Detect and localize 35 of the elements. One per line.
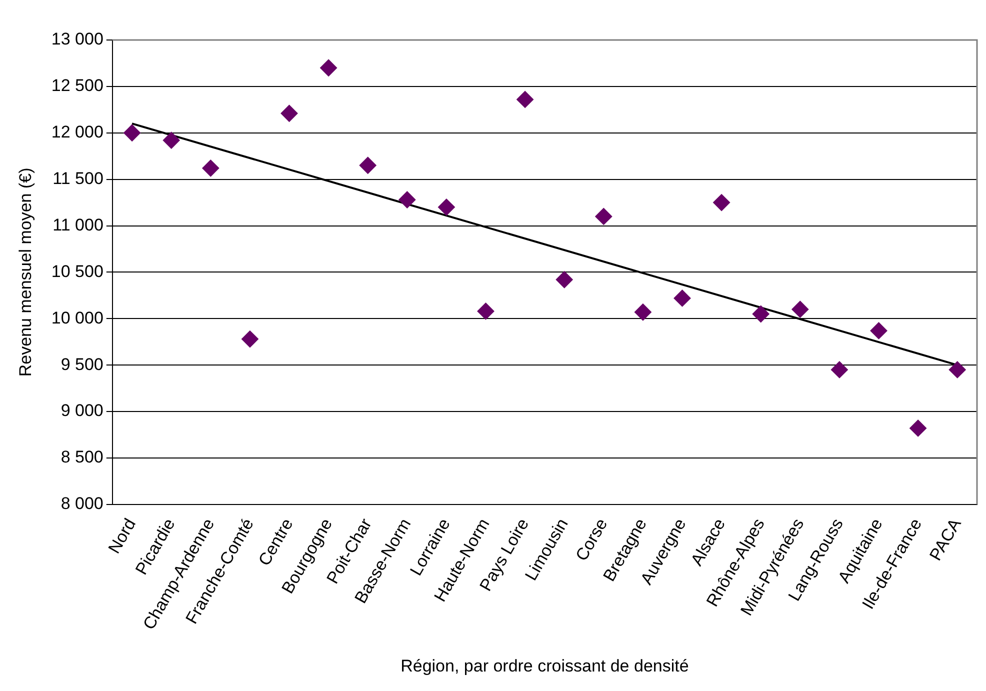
y-tick-label: 10 500 <box>51 262 104 281</box>
y-tick-label: 8 500 <box>60 448 104 467</box>
point <box>516 90 534 108</box>
point <box>280 104 298 122</box>
point <box>752 305 770 322</box>
point <box>830 361 848 378</box>
y-tick-label: 11 000 <box>52 215 104 234</box>
y-tick-label: 13 000 <box>51 30 104 49</box>
y-tick-label: 9 000 <box>60 401 104 420</box>
point <box>870 322 888 340</box>
point <box>713 194 730 212</box>
y-tick-label: 12 000 <box>51 122 104 142</box>
point <box>162 132 180 149</box>
point <box>948 361 966 378</box>
point <box>556 271 573 288</box>
point <box>241 330 258 348</box>
y-tick-label: 12 500 <box>51 76 104 96</box>
point <box>359 156 376 174</box>
point <box>634 304 652 321</box>
y-tick-label: 9 500 <box>60 354 104 374</box>
point <box>398 191 416 208</box>
point <box>202 160 220 177</box>
point <box>595 208 612 225</box>
y-tick-label: 11 500 <box>52 169 104 188</box>
x-axis-title: Région, par ordre croissant de densité <box>400 656 689 676</box>
y-tick-label: 10 000 <box>51 308 104 328</box>
point <box>477 302 494 320</box>
y-axis-title: Revenu mensuel moyen (€) <box>16 168 35 377</box>
y-tick-label: 8 000 <box>60 494 104 514</box>
point <box>124 124 141 142</box>
point <box>438 198 455 216</box>
point <box>674 290 691 307</box>
point <box>910 420 927 437</box>
point <box>792 300 809 318</box>
point <box>320 59 338 76</box>
